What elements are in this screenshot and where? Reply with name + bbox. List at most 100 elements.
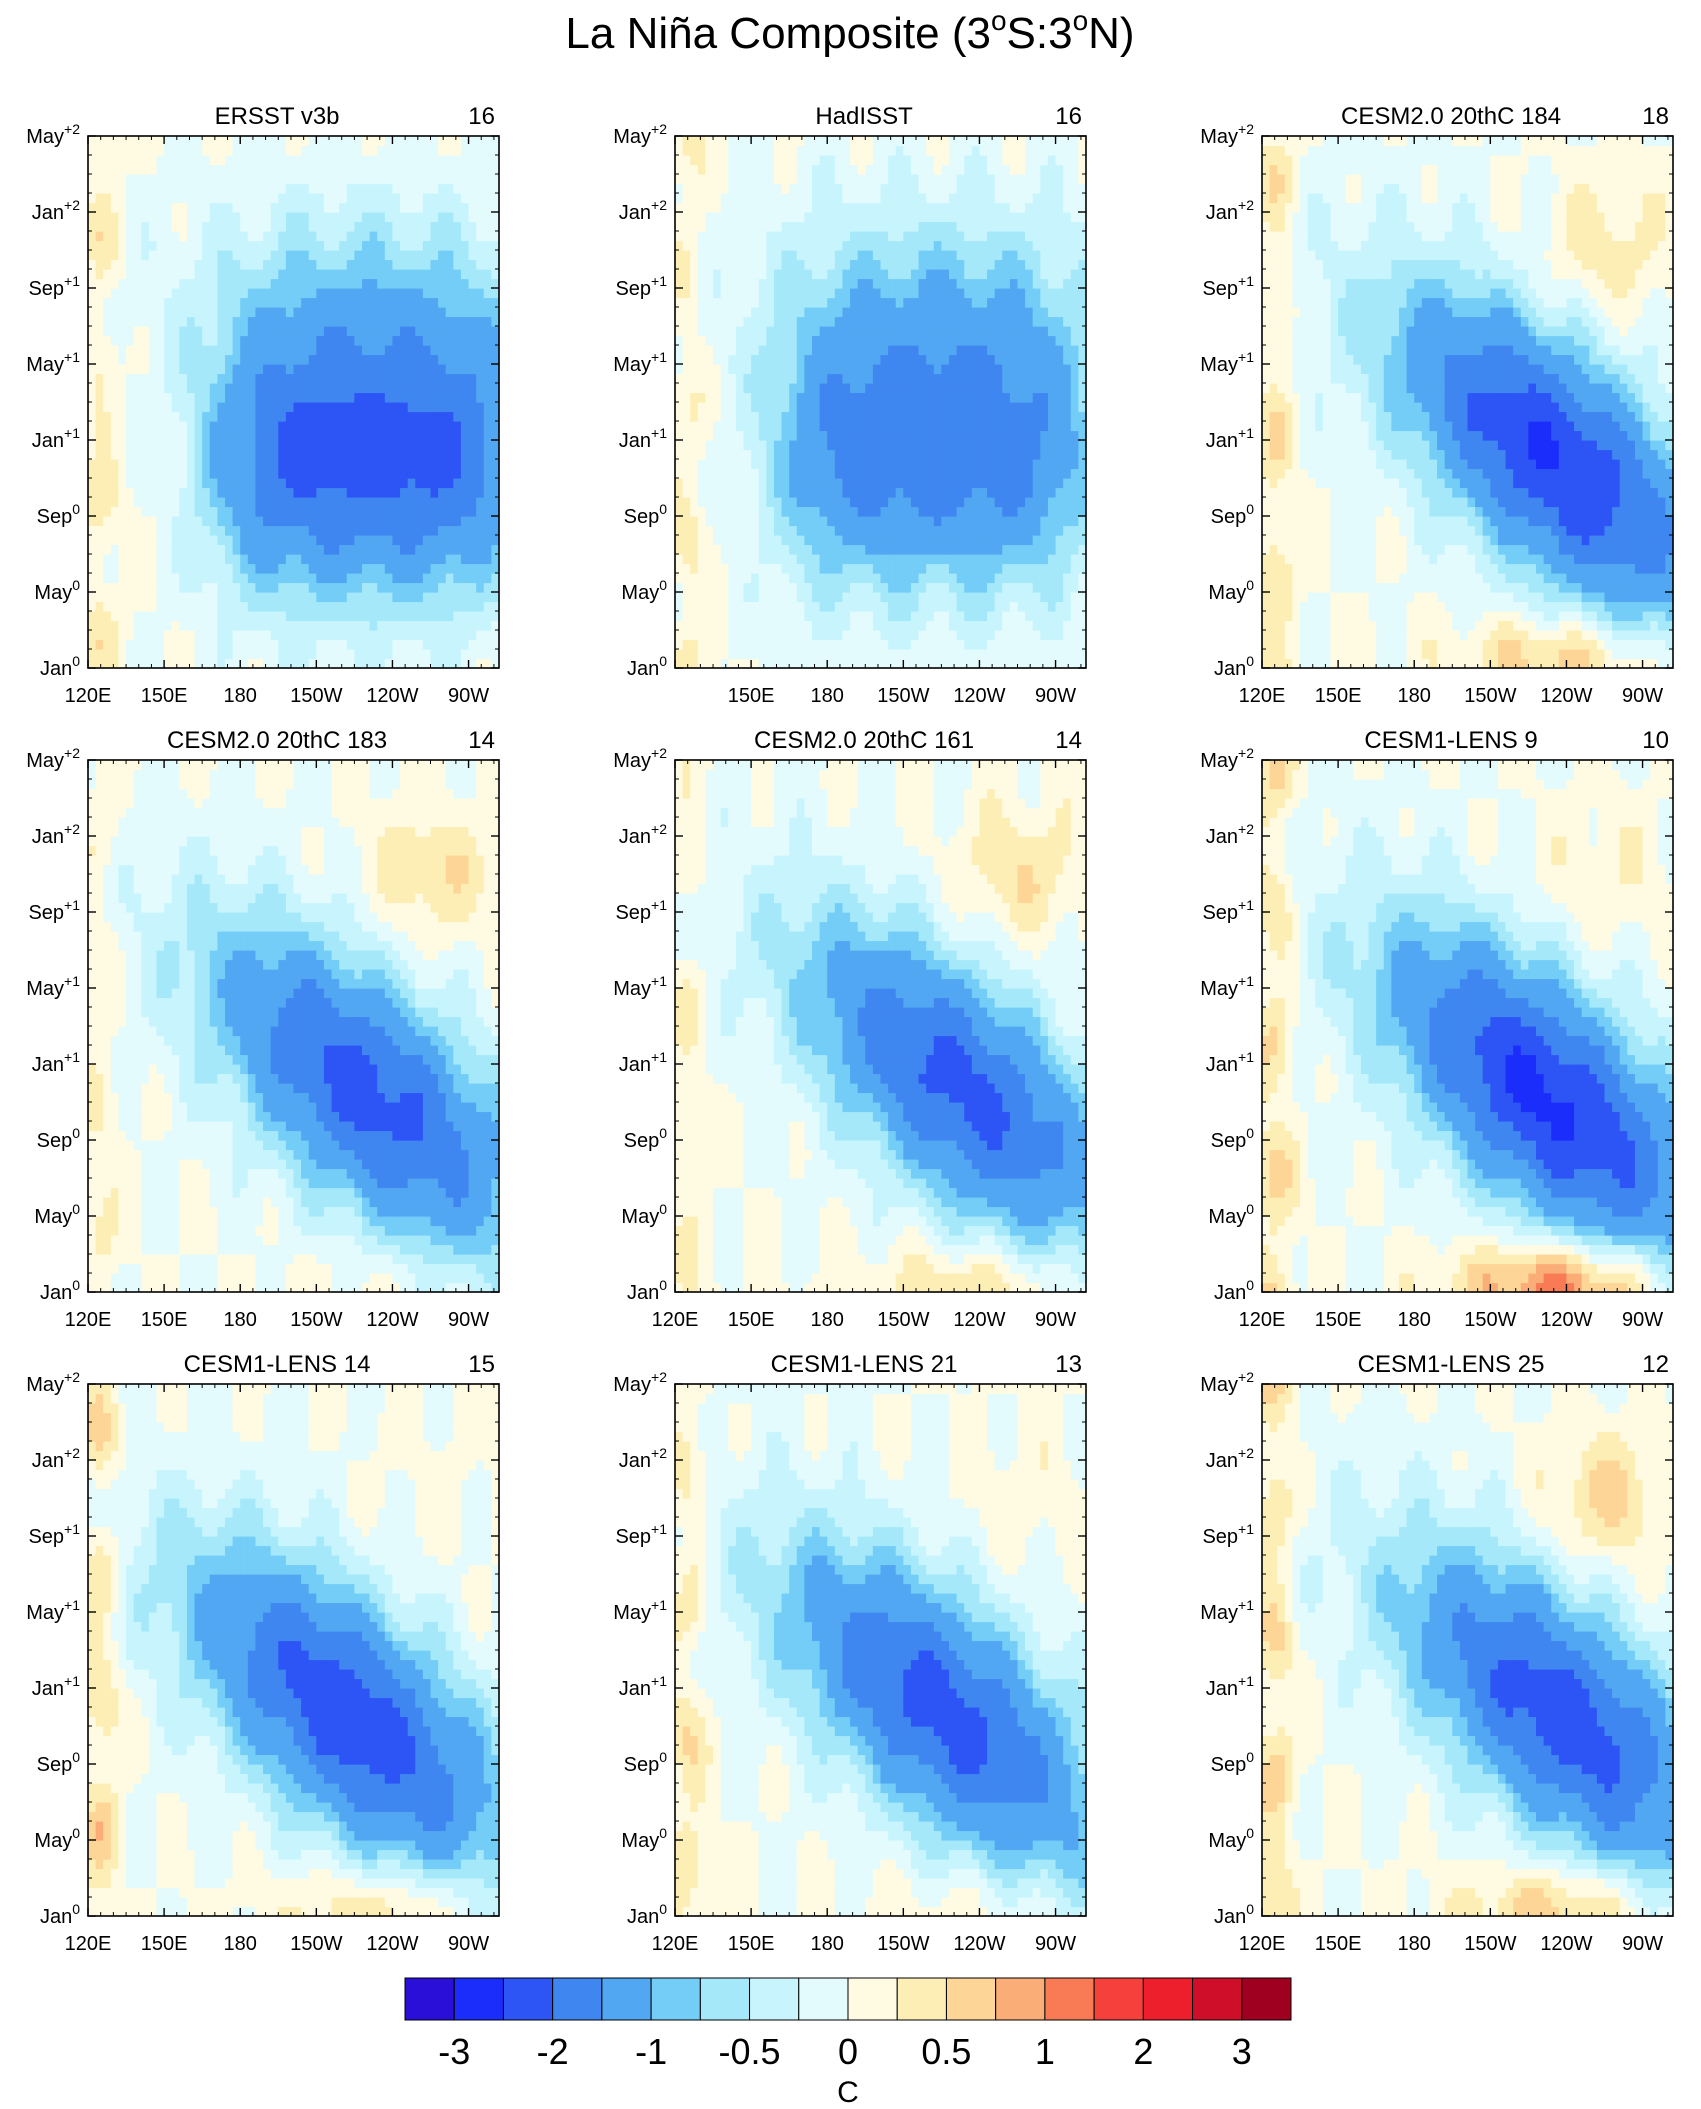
field-cell [149, 412, 157, 422]
field-cell [134, 440, 142, 450]
field-cell [187, 659, 195, 669]
field-cell [278, 155, 286, 165]
field-cell [263, 241, 271, 251]
field-cell [172, 478, 180, 488]
field-cell [202, 602, 210, 612]
field-cell [255, 554, 263, 564]
field-cell [149, 212, 157, 222]
field-cell [202, 336, 210, 346]
field-cell [96, 535, 104, 545]
field-cell [179, 393, 187, 403]
field-cell [134, 564, 142, 574]
field-cell [202, 279, 210, 289]
field-cell [240, 193, 248, 203]
field-cell [157, 459, 165, 469]
field-cell [164, 431, 172, 441]
field-cell [103, 174, 111, 184]
field-cell [225, 374, 233, 384]
field-cell [248, 136, 256, 146]
field-cell [255, 336, 263, 346]
field-cell [210, 640, 218, 650]
field-cell [149, 317, 157, 327]
field-cell [286, 250, 294, 260]
field-cell [118, 298, 126, 308]
field-cell [172, 526, 180, 536]
field-cell [248, 516, 256, 526]
field-cell [187, 630, 195, 640]
field-cell [141, 621, 149, 631]
field-cell [141, 326, 149, 336]
field-cell [286, 431, 294, 441]
field-cell [255, 478, 263, 488]
field-cell [286, 307, 294, 317]
field-cell [157, 383, 165, 393]
field-cell [255, 450, 263, 460]
field-cell [164, 241, 172, 251]
field-cell [96, 507, 104, 517]
field-cell [157, 592, 165, 602]
field-cell [187, 193, 195, 203]
field-cell [126, 649, 134, 659]
field-cell [217, 231, 225, 241]
field-cell [278, 355, 286, 365]
field-cell [126, 250, 134, 260]
field-cell [118, 393, 126, 403]
field-cell [179, 307, 187, 317]
panel: ERSST v3b 16Jan0May0Sep0Jan+1May+1Sep+1Ja… [26, 103, 499, 707]
field-cell [141, 592, 149, 602]
field-cell [126, 450, 134, 460]
field-cell [240, 345, 248, 355]
field-cell [286, 317, 294, 327]
field-cell [195, 383, 203, 393]
field-cell [187, 307, 195, 317]
field-cell [103, 317, 111, 327]
field-cell [187, 611, 195, 621]
field-cell [202, 421, 210, 431]
field-cell [88, 488, 96, 498]
field-cell [126, 526, 134, 536]
field-cell [118, 630, 126, 640]
field-cell [172, 450, 180, 460]
field-cell [248, 469, 256, 479]
field-cell [225, 545, 233, 555]
field-cell [187, 212, 195, 222]
field-cell [126, 421, 134, 431]
field-cell [96, 640, 104, 650]
field-cell [172, 440, 180, 450]
field-cell [103, 383, 111, 393]
field-cell [164, 516, 172, 526]
field-cell [202, 507, 210, 517]
field-cell [88, 250, 96, 260]
field-cell [233, 497, 241, 507]
field-cell [225, 592, 233, 602]
field-cell [271, 203, 279, 213]
field-cell [225, 203, 233, 213]
field-cell [202, 203, 210, 213]
field-cell [157, 497, 165, 507]
field-cell [210, 507, 218, 517]
field-cell [210, 602, 218, 612]
field-cell [248, 203, 256, 213]
field-cell [202, 250, 210, 260]
field-cell [225, 602, 233, 612]
field-cell [202, 649, 210, 659]
field-cell [141, 659, 149, 669]
field-cell [164, 440, 172, 450]
field-cell [187, 317, 195, 327]
field-cell [271, 193, 279, 203]
field-cell [195, 231, 203, 241]
field-cell [88, 431, 96, 441]
field-cell [118, 279, 126, 289]
field-cell [149, 630, 157, 640]
field-cell [111, 583, 119, 593]
field-cell [202, 621, 210, 631]
field-cell [210, 279, 218, 289]
field-cell [278, 497, 286, 507]
field-cell [172, 345, 180, 355]
field-cell [141, 459, 149, 469]
field-cell [103, 165, 111, 175]
field-cell [263, 421, 271, 431]
field-cell [255, 155, 263, 165]
field-cell [255, 630, 263, 640]
field-cell [225, 621, 233, 631]
